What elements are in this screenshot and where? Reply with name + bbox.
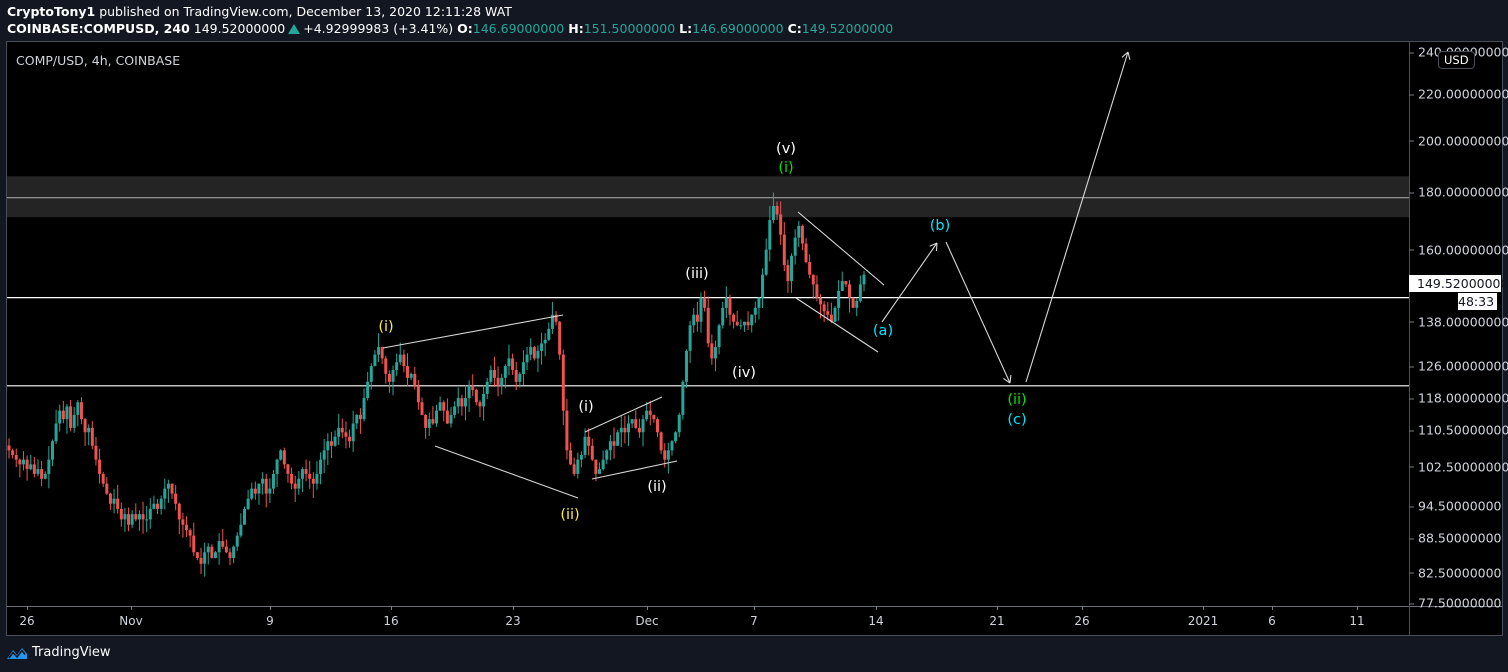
wave-label[interactable]: (a) xyxy=(872,323,894,339)
time-tick: 26 xyxy=(19,614,35,628)
time-tick: Nov xyxy=(119,614,143,628)
wave-label[interactable]: (b) xyxy=(929,218,951,234)
price-tick: 77.50000000 xyxy=(1409,595,1502,611)
wave-label[interactable]: (iii) xyxy=(685,266,709,282)
up-triangle-icon xyxy=(288,24,301,34)
arrow-head xyxy=(1009,374,1012,384)
author-name[interactable]: CryptoTony1 xyxy=(7,4,96,19)
price-tick: 94.50000000 xyxy=(1409,498,1502,514)
time-tick: 21 xyxy=(989,614,1005,628)
time-tick: 14 xyxy=(868,614,884,628)
last-price-marker: 149.52000000 xyxy=(1409,275,1508,292)
time-tick: 16 xyxy=(383,614,399,628)
price-change: +4.92999983 (+3.41%) xyxy=(303,21,454,36)
chart-legend-title[interactable]: COMP/USD, 4h, COINBASE xyxy=(16,53,181,68)
ohlc-header: COINBASE:COMPUSD, 240 149.52000000 +4.929… xyxy=(7,21,893,36)
time-tick-mark xyxy=(754,606,755,610)
time-tick-mark xyxy=(1203,606,1204,610)
wave-label[interactable]: (v) xyxy=(776,141,796,157)
currency-button[interactable]: USD xyxy=(1438,51,1475,69)
time-tick: 23 xyxy=(505,614,521,628)
trend-line xyxy=(945,241,1011,384)
publish-text: published on TradingView.com, December 1… xyxy=(99,4,512,19)
open-value: 146.69000000 xyxy=(472,21,565,36)
wave-label[interactable]: (ii) xyxy=(560,507,580,523)
time-tick-mark xyxy=(391,606,392,610)
price-tick: 102.50000000 xyxy=(1408,459,1508,475)
time-tick: 7 xyxy=(750,614,758,628)
trend-line xyxy=(797,211,885,286)
price-tick: 138.00000000 xyxy=(1408,314,1508,330)
price-tick: 220.00000000 xyxy=(1408,86,1508,102)
open-label: O: xyxy=(457,21,473,36)
wave-label[interactable]: (ii) xyxy=(647,479,667,495)
price-tick: 118.00000000 xyxy=(1408,390,1508,406)
tradingview-logo-icon xyxy=(7,647,27,659)
publish-info: CryptoTony1 published on TradingView.com… xyxy=(7,4,512,19)
close-label: C: xyxy=(787,21,802,36)
price-tick: 110.50000000 xyxy=(1408,422,1508,438)
close-value: 149.52000000 xyxy=(801,21,894,36)
arrow-head xyxy=(929,242,938,247)
wave-label[interactable]: (i) xyxy=(378,319,394,335)
wave-label[interactable]: (iv) xyxy=(732,365,756,381)
time-tick: 11 xyxy=(1349,614,1365,628)
trend-line xyxy=(795,297,879,353)
time-tick-mark xyxy=(1082,606,1083,610)
tradingview-brand[interactable]: TradingView xyxy=(6,645,111,660)
bar-countdown: 48:33 xyxy=(1458,293,1497,310)
trend-line xyxy=(382,314,564,349)
trend-line xyxy=(881,242,938,323)
trend-line xyxy=(591,460,678,480)
wave-label[interactable]: (i) xyxy=(578,399,594,415)
wave-label[interactable]: (c) xyxy=(1007,412,1027,428)
time-tick-mark xyxy=(27,606,28,610)
resistance-zone xyxy=(7,176,1409,218)
wave-label[interactable]: (i) xyxy=(778,160,794,176)
arrow-head xyxy=(1121,51,1129,58)
time-tick-mark xyxy=(1272,606,1273,610)
time-tick-mark xyxy=(1357,606,1358,610)
time-tick-mark xyxy=(270,606,271,610)
price-tick: 200.00000000 xyxy=(1408,133,1508,149)
low-value: 146.69000000 xyxy=(692,21,784,36)
price-axis[interactable] xyxy=(1409,41,1503,608)
price-tick: 126.00000000 xyxy=(1408,358,1508,374)
arrow-head xyxy=(1127,51,1131,60)
symbol-label: COINBASE:COMPUSD, 240 xyxy=(7,21,190,36)
price-tick: 88.50000000 xyxy=(1409,530,1502,546)
time-tick-mark xyxy=(647,606,648,610)
low-label: L: xyxy=(679,21,693,36)
time-tick: Dec xyxy=(635,614,659,628)
time-tick: 26 xyxy=(1074,614,1090,628)
price-tick: 160.00000000 xyxy=(1408,242,1508,258)
time-tick-mark xyxy=(997,606,998,610)
axis-corner xyxy=(1409,606,1503,636)
price-tick: 82.50000000 xyxy=(1409,565,1502,581)
price-tick: 180.00000000 xyxy=(1408,184,1508,200)
trend-line xyxy=(434,445,579,499)
time-tick: 2021 xyxy=(1187,614,1219,628)
time-tick-mark xyxy=(513,606,514,610)
high-value: 151.50000000 xyxy=(583,21,676,36)
arrow-head xyxy=(935,242,938,252)
trend-line xyxy=(584,396,663,433)
time-tick: 9 xyxy=(266,614,274,628)
wave-label[interactable]: (ii) xyxy=(1007,392,1027,408)
brand-name: TradingView xyxy=(32,645,111,660)
time-tick: 6 xyxy=(1268,614,1276,628)
arrow-head xyxy=(1003,378,1011,384)
time-axis[interactable] xyxy=(6,606,1411,636)
trend-line xyxy=(1025,51,1129,383)
time-tick-mark xyxy=(131,606,132,610)
high-label: H: xyxy=(568,21,584,36)
last-price: 149.52000000 xyxy=(193,21,286,36)
time-tick-mark xyxy=(876,606,877,610)
